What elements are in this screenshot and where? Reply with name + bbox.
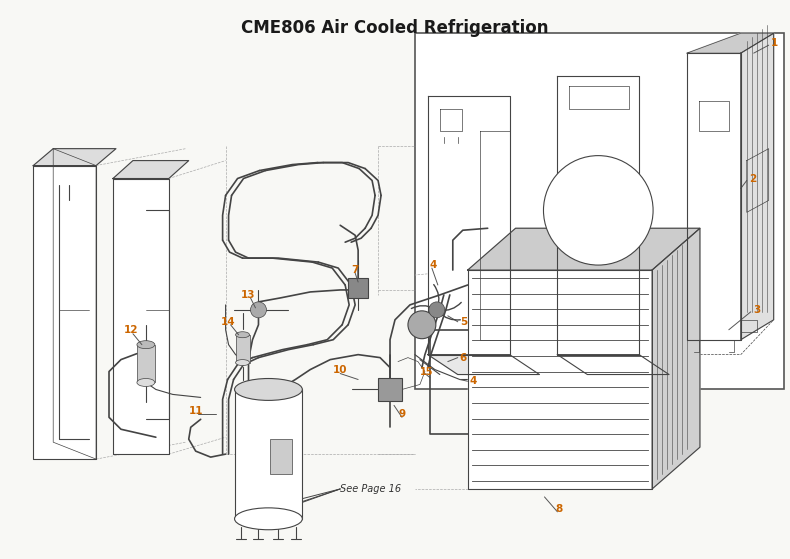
Text: 7: 7 (352, 265, 359, 275)
Text: 13: 13 (241, 290, 256, 300)
Polygon shape (428, 354, 540, 375)
Text: 10: 10 (333, 364, 348, 375)
Polygon shape (53, 149, 96, 459)
Polygon shape (33, 165, 96, 459)
Text: 4: 4 (430, 260, 437, 270)
Bar (235, 390, 303, 519)
Ellipse shape (235, 359, 250, 366)
Text: 15: 15 (420, 367, 434, 377)
Polygon shape (113, 160, 189, 178)
Polygon shape (558, 76, 639, 354)
Text: See Page 16: See Page 16 (340, 484, 401, 494)
Ellipse shape (235, 331, 250, 338)
Polygon shape (113, 178, 169, 454)
Ellipse shape (137, 340, 155, 349)
Bar (348, 278, 368, 298)
Circle shape (429, 302, 445, 318)
Polygon shape (558, 354, 669, 375)
Ellipse shape (235, 508, 303, 530)
Text: 1: 1 (771, 38, 778, 48)
Polygon shape (33, 149, 116, 165)
Text: 3: 3 (754, 305, 761, 315)
Bar (270, 439, 292, 474)
Polygon shape (687, 33, 773, 53)
Ellipse shape (137, 378, 155, 386)
Text: 9: 9 (398, 409, 405, 419)
Bar (235, 335, 250, 363)
Text: 4: 4 (470, 377, 477, 386)
Text: CME806 Air Cooled Refrigeration: CME806 Air Cooled Refrigeration (241, 20, 549, 37)
Text: 14: 14 (221, 317, 236, 327)
Polygon shape (652, 228, 700, 489)
Text: 12: 12 (124, 325, 138, 335)
Circle shape (544, 155, 653, 265)
Circle shape (250, 302, 266, 318)
Ellipse shape (235, 378, 303, 400)
Polygon shape (428, 96, 510, 354)
Text: 6: 6 (460, 353, 467, 363)
Text: 5: 5 (460, 317, 467, 327)
Text: 2: 2 (749, 173, 756, 183)
Bar (415, 33, 784, 390)
Polygon shape (687, 53, 741, 340)
Polygon shape (468, 270, 652, 489)
Bar (137, 345, 155, 382)
Polygon shape (741, 33, 773, 340)
Text: 8: 8 (556, 504, 563, 514)
Circle shape (408, 311, 436, 339)
Polygon shape (468, 228, 700, 270)
Text: 11: 11 (189, 406, 203, 416)
Bar (378, 377, 402, 401)
